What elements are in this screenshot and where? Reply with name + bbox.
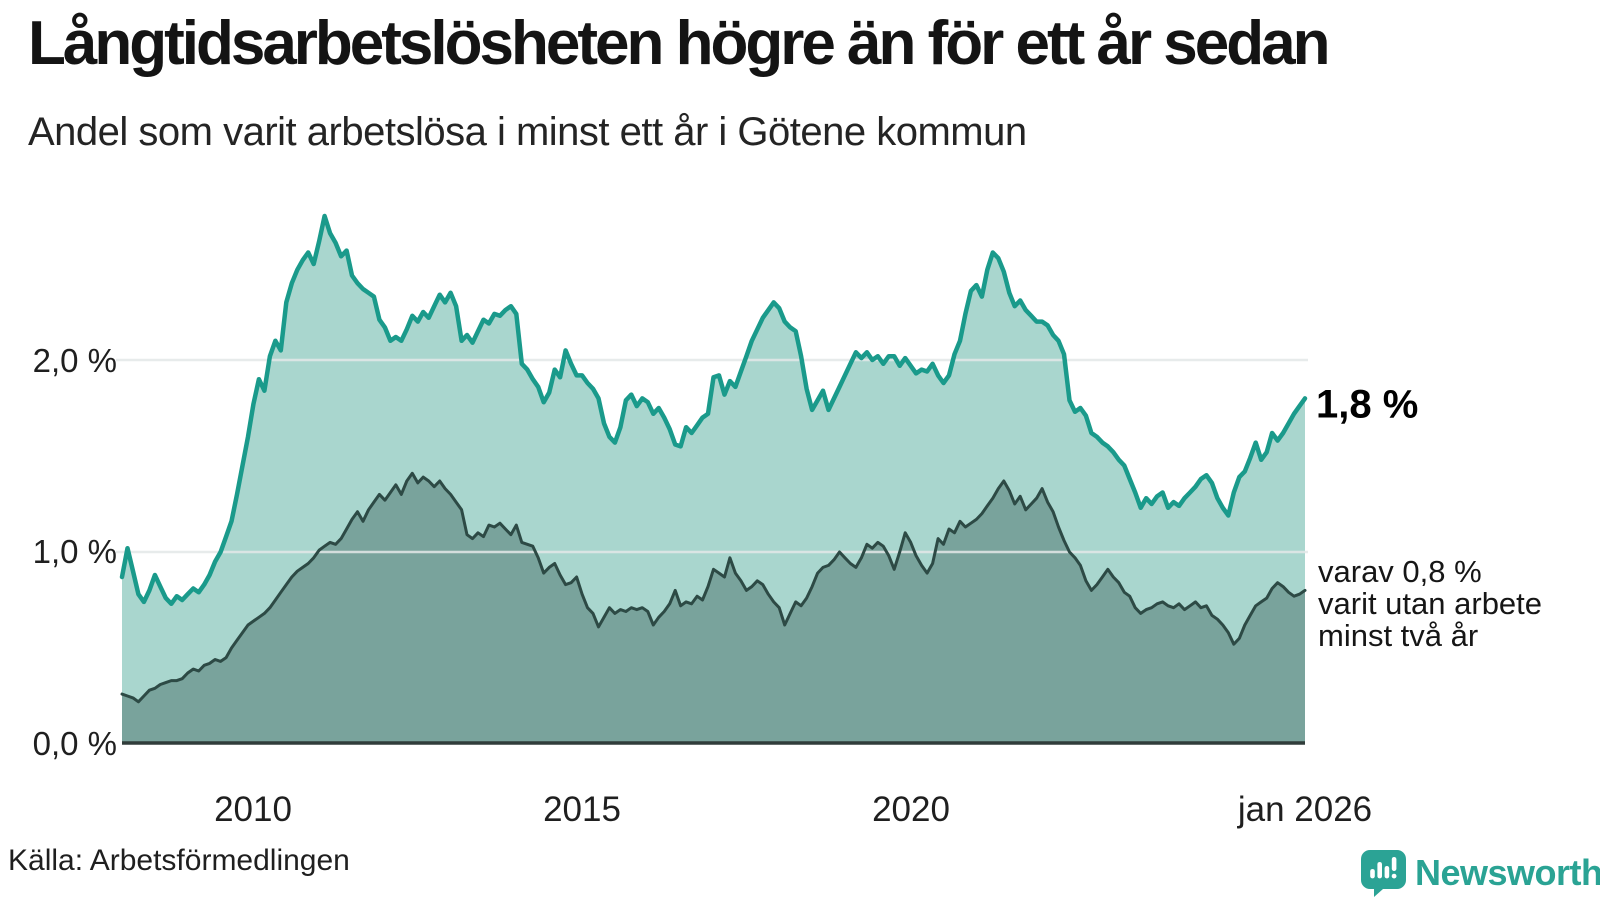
gridlines <box>116 358 1308 554</box>
y-tick-2: 2,0 % <box>32 342 117 379</box>
annotation-line-1: varav 0,8 % <box>1318 554 1482 589</box>
brand-name: Newsworthy <box>1415 852 1600 893</box>
brand-logo: Newsworthy <box>1360 849 1600 897</box>
series-longterm-line <box>119 213 1308 607</box>
x-tick-2015: 2015 <box>543 790 621 829</box>
page-subtitle: Andel som varit arbetslösa i minst ett å… <box>28 110 1027 154</box>
annotation-line-2: varit utan arbete <box>1318 586 1543 621</box>
x-tick-2020: 2020 <box>872 790 950 829</box>
source-note: Källa: Arbetsförmedlingen <box>8 844 350 877</box>
x-tick-2010: 2010 <box>214 790 292 829</box>
series-verylongterm-line <box>120 471 1307 704</box>
end-value-label: 1,8 % <box>1316 382 1419 427</box>
page-title: Långtidsarbetslösheten högre än för ett … <box>28 9 1330 78</box>
annotation-line-3: minst två år <box>1318 618 1479 653</box>
y-tick-1: 1,0 % <box>32 533 117 570</box>
series-verylongterm-area <box>122 473 1305 744</box>
y-tick-0: 0,0 % <box>32 725 117 762</box>
x-tick-jan-2026: jan 2026 <box>1237 790 1373 829</box>
secondary-series-annotation: varav 0,8 % varit utan arbete minst två … <box>1318 556 1542 652</box>
newsworthy-icon <box>1361 850 1406 897</box>
